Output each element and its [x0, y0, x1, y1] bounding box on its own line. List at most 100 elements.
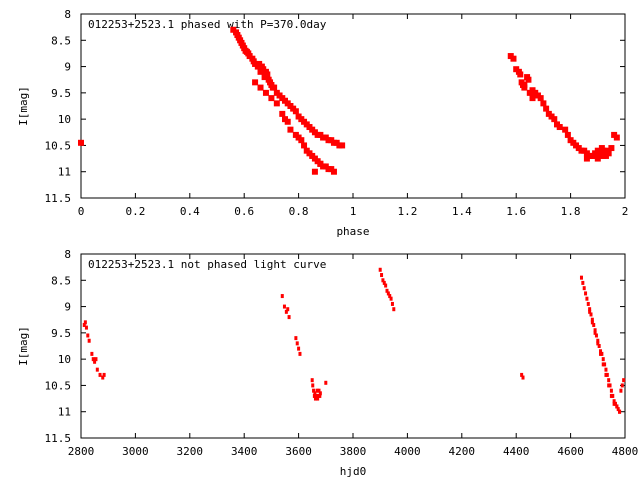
data-point	[101, 375, 105, 380]
data-point	[318, 391, 322, 396]
data-point	[586, 301, 590, 306]
data-point	[314, 393, 318, 398]
data-point	[579, 275, 583, 280]
phased-light-curve-panel: 0 0.2 0.4 0.6 0.8 1 1.2 1.4 1.6 1.8 2 8 8.5 9 9.5 10 10.…	[17, 8, 628, 238]
data-point	[286, 307, 290, 312]
data-point	[564, 131, 571, 138]
data-point	[95, 367, 99, 372]
data-point	[380, 273, 384, 278]
data-point	[264, 71, 271, 78]
data-point	[582, 286, 586, 291]
data-point	[294, 336, 298, 341]
data-point	[257, 84, 264, 91]
x-axis-label: phase	[336, 225, 369, 238]
x-tick-label: 0.2	[125, 205, 145, 218]
data-point	[525, 76, 532, 83]
data-point	[324, 380, 328, 385]
data-point	[378, 267, 382, 272]
x-tick-label: 0.4	[180, 205, 200, 218]
y-tick-label: 9.5	[51, 327, 71, 340]
data-point	[318, 393, 322, 398]
data-point	[93, 359, 97, 364]
data-point	[583, 155, 590, 162]
data-point	[298, 137, 305, 144]
data-point	[382, 280, 386, 285]
data-point	[594, 333, 598, 338]
data-point	[537, 95, 544, 102]
data-point	[521, 375, 525, 380]
y-tick-label: 11	[58, 406, 71, 419]
data-point	[619, 388, 623, 393]
data-point	[510, 55, 517, 62]
data-point	[91, 357, 95, 362]
data-point	[292, 108, 299, 115]
data-point	[390, 301, 394, 306]
y-tick-label: 9	[64, 61, 71, 74]
x-tick-label: 2	[622, 205, 629, 218]
data-point	[589, 152, 596, 159]
data-point	[295, 341, 299, 346]
data-point	[607, 378, 611, 383]
data-point	[94, 357, 98, 362]
data-point	[584, 291, 588, 296]
data-point	[615, 404, 619, 409]
y-tick-label: 11.5	[45, 192, 72, 205]
x-tick-label: 1.4	[452, 205, 472, 218]
x-tick-label: 1	[350, 205, 357, 218]
y-tick-label: 9.5	[51, 87, 71, 100]
data-point	[594, 155, 601, 162]
data-point	[313, 396, 317, 401]
data-point	[311, 383, 315, 388]
data-point	[268, 95, 275, 102]
x-tick-label: 3600	[285, 445, 312, 458]
data-point	[87, 338, 91, 343]
data-point	[78, 139, 84, 146]
x-tick-label: 1.6	[506, 205, 526, 218]
chart-title: 012253+2523.1 phased with P=370.0day	[88, 18, 327, 31]
data-point	[517, 71, 524, 78]
data-point	[521, 81, 528, 88]
data-point	[622, 378, 626, 383]
data-point	[588, 307, 592, 312]
data-point	[613, 134, 620, 141]
data-point	[596, 338, 600, 343]
data-point	[284, 118, 291, 125]
unphased-light-curve-panel: 2800 3000 3200 3400 3600 3800 4000 4200 4400 4600…	[17, 248, 638, 478]
data-point	[298, 351, 302, 356]
data-point	[608, 145, 615, 152]
data-point	[592, 322, 596, 327]
data-point	[311, 168, 318, 175]
y-tick-label: 11	[58, 166, 71, 179]
data-point	[301, 142, 308, 149]
data-point	[313, 391, 317, 396]
data-point	[310, 378, 314, 383]
data-point	[330, 168, 337, 175]
y-tick-label: 8	[64, 248, 71, 261]
data-point	[589, 312, 593, 317]
data-point	[540, 100, 547, 107]
data-point	[612, 401, 616, 406]
y-tick-label: 9	[64, 301, 71, 314]
x-tick-label: 4000	[394, 445, 421, 458]
data-point	[609, 393, 613, 398]
data-point	[315, 388, 319, 393]
x-tick-label: 0.6	[234, 205, 254, 218]
data-point	[609, 388, 613, 393]
data-point	[86, 333, 90, 338]
data-point	[262, 89, 269, 96]
x-tick-label: 0	[78, 205, 85, 218]
data-point	[607, 383, 611, 388]
x-tick-label: 3800	[340, 445, 367, 458]
y-tick-label: 8	[64, 8, 71, 21]
y-axis-label: I[mag]	[17, 86, 30, 126]
data-point	[562, 126, 569, 133]
data-point	[271, 84, 278, 91]
y-axis-label: I[mag]	[17, 326, 30, 366]
x-tick-label: 4400	[503, 445, 530, 458]
y-tick-label: 10	[58, 353, 71, 366]
data-point	[599, 351, 603, 356]
data-point	[297, 346, 301, 351]
data-point	[556, 124, 563, 131]
data-point	[618, 409, 622, 414]
